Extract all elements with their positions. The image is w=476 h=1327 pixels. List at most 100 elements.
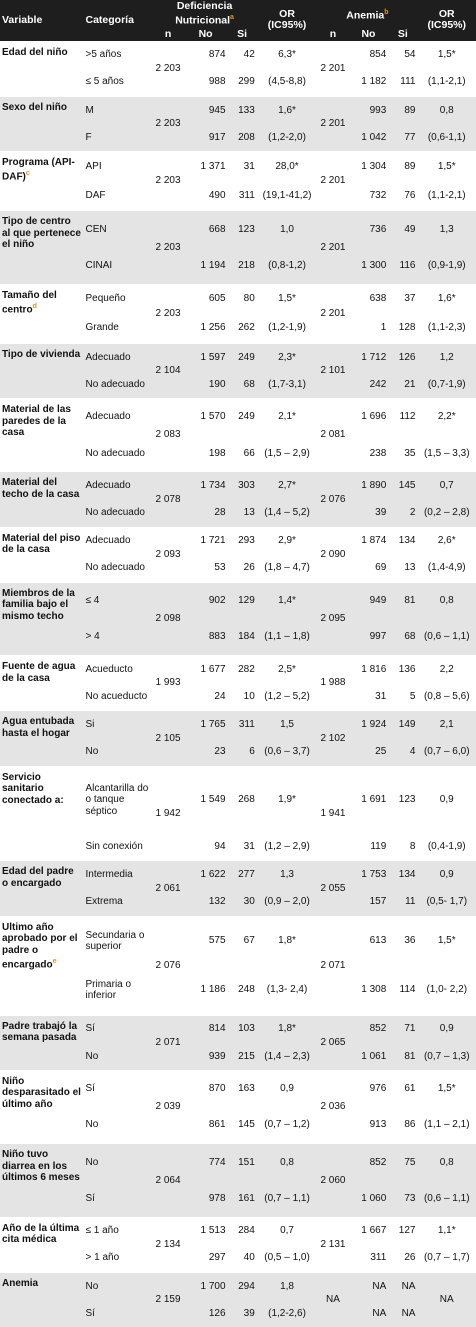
- variable-text: Ultimo año aprobado por el padre o encar…: [2, 921, 78, 971]
- dn-no: 668: [183, 210, 228, 248]
- variable-text: Año de la última cita médica: [2, 1222, 80, 1246]
- footnote-mark: a: [230, 14, 234, 21]
- dn-no: 902: [183, 581, 228, 619]
- anemia-no: 976: [348, 1069, 389, 1108]
- dn-n: 2 093: [152, 526, 184, 583]
- dn-or: 1,5*: [256, 283, 318, 314]
- dn-si: 6: [227, 738, 257, 767]
- dn-or: (0,8-1,2): [256, 247, 318, 285]
- dn-si: 13: [227, 499, 257, 528]
- dn-no: 774: [183, 1143, 228, 1181]
- variable: Padre trabajó la semana pasada: [0, 1014, 84, 1071]
- anemia-or: (0,2 – 2,8): [417, 499, 476, 528]
- anemia-si: 134: [388, 526, 418, 555]
- anemia-no: 993: [348, 95, 389, 124]
- header-category: Categoría: [83, 0, 153, 41]
- dn-or: 6,3*: [256, 40, 318, 69]
- dn-or: (1,7-3,1): [256, 370, 318, 399]
- dn-or: 1,8*: [256, 915, 318, 966]
- dn-n: 2 098: [152, 581, 184, 656]
- variable-text: Niño tuvo diarrea en los últimos 6 meses: [2, 1149, 80, 1184]
- anemia-si: NA: [388, 1299, 418, 1327]
- dn-or: 2,7*: [256, 471, 318, 500]
- anemia-or: 2,6*: [417, 526, 476, 555]
- anemia-or: 0,8: [417, 1143, 476, 1181]
- variable: Edad del niño: [0, 40, 84, 97]
- anemia-or: (1,5 – 3,3): [423, 447, 470, 459]
- dn-n: 2 071: [152, 1014, 184, 1071]
- dn-or: (1,4 – 5,2): [256, 499, 318, 528]
- dn-or: 1,9*: [256, 765, 318, 834]
- header-no: No: [183, 27, 228, 41]
- dn-si: 249: [227, 398, 257, 436]
- table-row: Agua entubada hasta el hogar Si 2 105 1 765…: [0, 710, 476, 767]
- anemia-si: 21: [388, 370, 418, 399]
- dn-si: 184: [227, 618, 257, 656]
- dn-no: 1 570: [183, 398, 228, 436]
- category: Pequeño: [83, 283, 153, 314]
- dn-n: 2 061: [152, 860, 184, 917]
- table-row: DAF 490 311 (19,1-41,2) 732 76 (1,1-2,1): [0, 181, 476, 211]
- category: Sí: [83, 1069, 153, 1108]
- anemia-or: 1,2: [417, 342, 476, 371]
- dn-no: 1 371: [183, 150, 228, 182]
- anemia-or: 1,3: [417, 210, 476, 248]
- dn-no: 1 677: [183, 655, 228, 684]
- anemia-si: 127: [388, 1216, 418, 1245]
- category: Acueducto: [83, 655, 153, 684]
- table-row: No adecuado 53 26 (1,8 – 4,7) 69 13 (1,4-4,9): [0, 555, 476, 583]
- category: Sí: [83, 1180, 153, 1218]
- category: M: [83, 95, 153, 124]
- anemia-si: 116: [388, 247, 418, 285]
- header-n: n: [317, 27, 349, 41]
- table-row: No adecuado 198 66 (1,5 – 2,9) 238 35 (1,5 – 3…: [0, 435, 476, 472]
- variable-text: Anemia: [2, 1277, 39, 1289]
- dn-si: 163: [227, 1069, 257, 1108]
- category: Grande: [85, 322, 119, 334]
- anemia-no: 25: [348, 738, 389, 767]
- category: CINAI: [83, 247, 153, 285]
- dn-no: 190: [183, 370, 228, 399]
- anemia-si: 123: [388, 765, 418, 834]
- table-row: Ultimo año aprobado por el padre o encar…: [0, 915, 476, 1016]
- dn-no: 198: [208, 447, 226, 459]
- table-row: No 23 6 (0,6 – 3,7) 25 4 (0,7 – 6,0): [0, 738, 476, 767]
- category: Sí: [83, 1299, 153, 1327]
- anemia-si: 89: [388, 95, 418, 124]
- anemia-si: 37: [388, 283, 418, 314]
- dn-or: (4,5-8,8): [268, 76, 306, 88]
- table-row: Material del techo de la casa Adecuado 2 0…: [0, 471, 476, 528]
- variable: Miembros de la familia bajo el mismo tec…: [0, 581, 84, 656]
- anemia-si: 75: [388, 1143, 418, 1181]
- category: No: [85, 1119, 99, 1131]
- anemia-si: 13: [404, 562, 416, 574]
- dn-si: 66: [243, 447, 255, 459]
- header-anemia: Anemiab: [317, 0, 418, 28]
- table-row: Extrema 132 30 (0,9 – 2,0) 157 11 (0,5- 1,7): [0, 888, 476, 917]
- variable-text: Programa (API-DAF): [2, 156, 75, 183]
- anemia-or: 0,8: [417, 581, 476, 619]
- variable-text: Fuente de agua de la casa: [2, 661, 76, 684]
- anemia-n: 2 201: [317, 40, 349, 97]
- dn-si: 262: [238, 322, 255, 334]
- header-variable: Variable: [0, 0, 84, 41]
- category: Adecuado: [83, 398, 153, 436]
- dn-no: 28: [183, 499, 228, 528]
- dn-no: 1 597: [183, 342, 228, 371]
- variable: Servicio sanitario conectado a:: [0, 765, 84, 861]
- footnote-mark: b: [384, 8, 389, 16]
- variable-text: Niño desparasitado el último año: [2, 1075, 81, 1110]
- anemia-n: 1 941: [317, 765, 349, 861]
- table-row: No 939 215 (1,4 – 2,3) 1 061 81 (0,7 – 1,3): [0, 1042, 476, 1071]
- anemia-n: 2 076: [317, 471, 349, 528]
- table-row: Año de la última cita médica ≤ 1 año 2 134…: [0, 1216, 476, 1273]
- category: Secundaria o superior: [83, 915, 153, 966]
- dn-si: 40: [243, 1252, 255, 1264]
- table-row: Primaria o inferior 1 186 248 (1,3- 2,4) 1 3…: [0, 966, 476, 1015]
- dn-n: 2 076: [152, 915, 184, 1016]
- anemia-n: 2 102: [317, 710, 349, 767]
- anemia-no: 997: [348, 618, 389, 656]
- dn-n: 2 083: [152, 397, 184, 472]
- anemia-no: 238: [369, 447, 387, 459]
- dn-si: 123: [227, 210, 257, 248]
